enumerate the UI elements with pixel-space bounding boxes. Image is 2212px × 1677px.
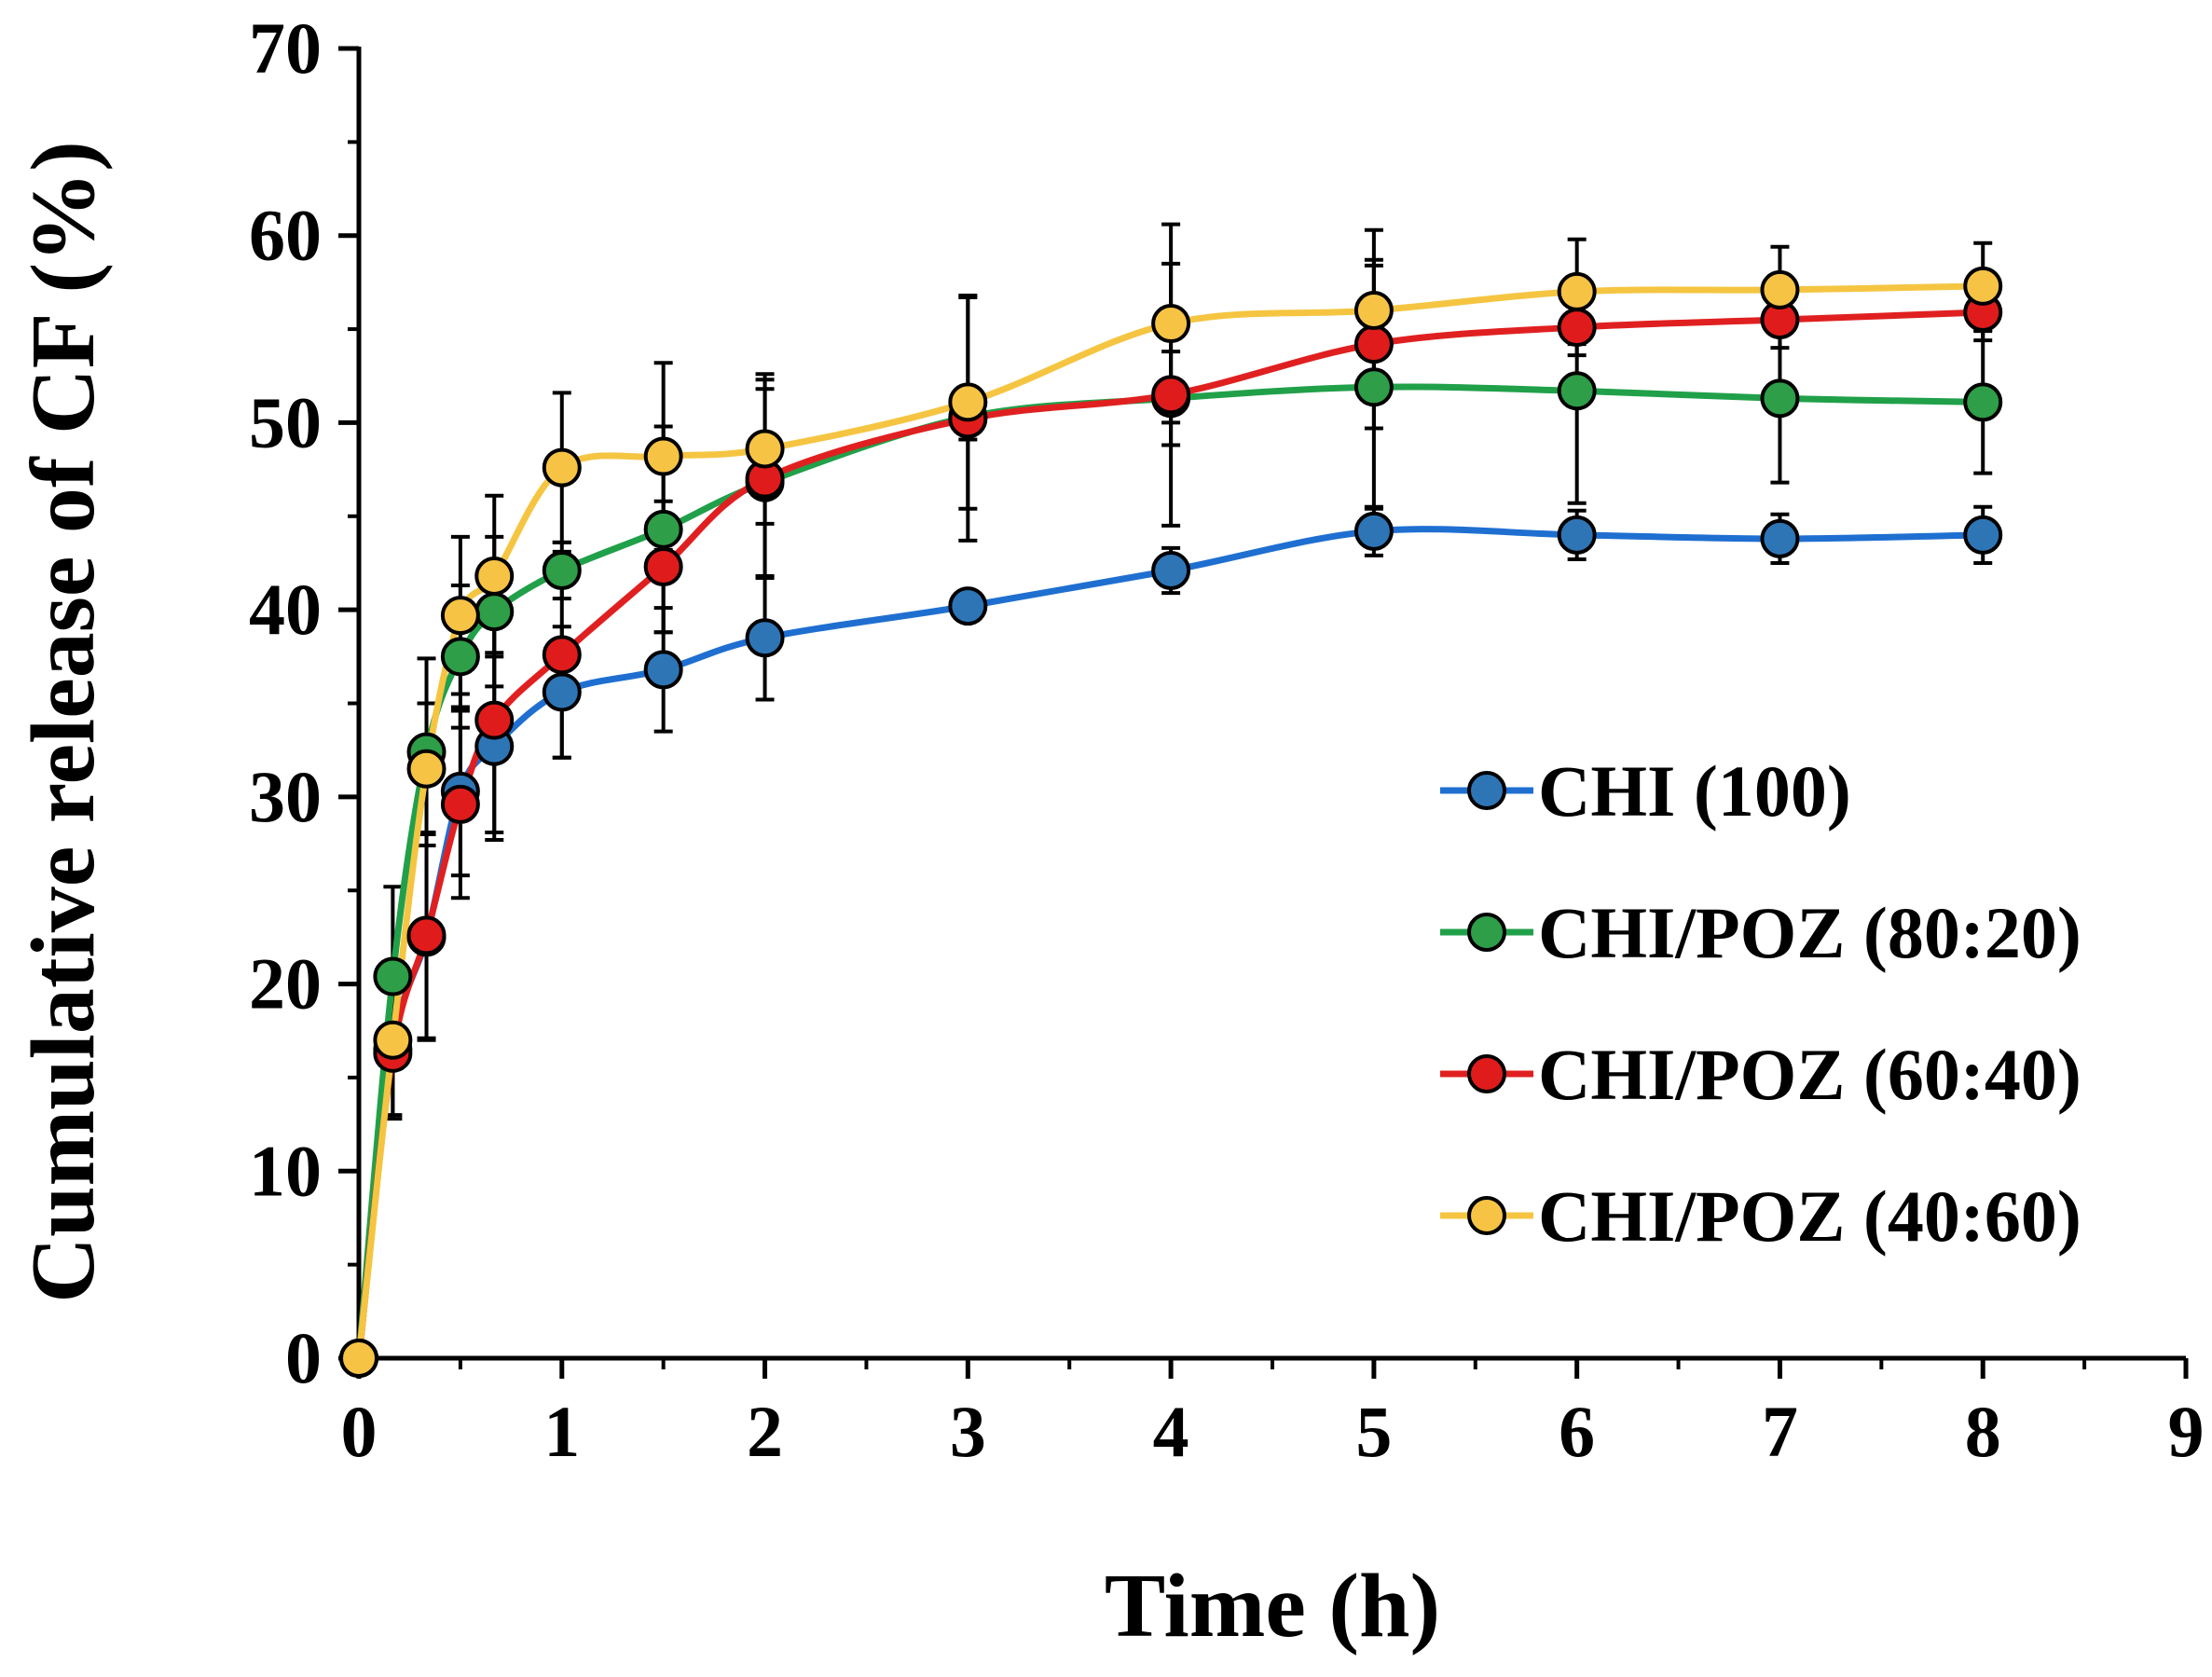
y-tick-label: 60: [249, 195, 322, 276]
x-tick-label: 2: [747, 1391, 783, 1472]
data-point: [542, 550, 582, 590]
data-point: [1963, 266, 2003, 306]
data-point: [406, 915, 447, 955]
data-point: [474, 557, 515, 597]
data-point: [440, 596, 480, 636]
legend-swatch-marker: [1467, 771, 1506, 810]
y-tick-label: 50: [249, 381, 322, 462]
data-point: [542, 447, 582, 488]
y-tick-label: 70: [249, 7, 322, 89]
x-tick-label: 0: [341, 1391, 378, 1472]
data-point: [440, 637, 480, 677]
data-point: [474, 592, 515, 632]
y-tick-label: 20: [249, 943, 322, 1024]
data-point: [948, 586, 988, 626]
data-point: [1353, 511, 1394, 551]
data-point: [1151, 550, 1191, 590]
axes: 0 10 20 30 40 50 60 70 0 1 2 3 4 5 6 7 8 9: [249, 7, 2205, 1472]
data-point: [745, 618, 785, 658]
data-point: [643, 436, 683, 476]
y-tick-label: 40: [249, 569, 322, 650]
legend-item: CHI (100): [1440, 750, 1851, 832]
legend-label: CHI/POZ (80:20): [1538, 892, 2081, 973]
x-tick-label: 6: [1559, 1391, 1595, 1472]
legend-swatch-marker: [1467, 1054, 1506, 1093]
data-point: [339, 1339, 378, 1378]
legend-swatch-marker: [1467, 913, 1506, 952]
data-point: [643, 546, 683, 586]
x-tick-label: 1: [543, 1391, 580, 1472]
x-tick-label: 4: [1153, 1391, 1189, 1472]
data-point: [1557, 371, 1597, 411]
data-point: [1353, 367, 1394, 407]
data-point: [406, 749, 447, 789]
data-point: [1151, 375, 1191, 415]
data-point: [1557, 308, 1597, 348]
legend-label: CHI (100): [1538, 750, 1851, 832]
legend-label: CHI/POZ (60:40): [1538, 1034, 2081, 1115]
y-tick-label: 30: [249, 756, 322, 837]
data-point: [440, 784, 480, 824]
data-point: [1353, 324, 1394, 364]
data-point: [1557, 271, 1597, 311]
legend-swatch-marker: [1467, 1196, 1506, 1235]
data-point: [542, 672, 582, 712]
data-point: [745, 429, 785, 469]
data-point: [373, 1020, 413, 1060]
x-tick-label: 7: [1762, 1391, 1798, 1472]
data-point: [1557, 515, 1597, 555]
legend-item: CHI/POZ (40:60): [1440, 1175, 2081, 1257]
x-tick-label: 9: [2168, 1391, 2205, 1472]
legend: CHI (100) CHI/POZ (80:20) CHI/POZ (60:40) C…: [1440, 750, 2081, 1257]
y-tick-label: 10: [249, 1130, 322, 1211]
legend-item: CHI/POZ (60:40): [1440, 1034, 2081, 1115]
x-tick-label: 3: [950, 1391, 986, 1472]
data-point: [542, 635, 582, 675]
data-point: [1151, 304, 1191, 344]
x-axis-title: Time (h): [1105, 1556, 1440, 1656]
data-point: [1760, 269, 1800, 309]
data-point: [1963, 515, 2003, 555]
error-bars: [383, 222, 1993, 1121]
data-point: [1963, 382, 2003, 422]
series-markers: [339, 266, 2003, 1378]
data-point: [373, 956, 413, 997]
data-point: [643, 509, 683, 549]
data-point: [948, 382, 988, 422]
data-point: [1353, 291, 1394, 330]
legend-item: CHI/POZ (80:20): [1440, 892, 2081, 973]
legend-label: CHI/POZ (40:60): [1538, 1175, 2081, 1257]
x-tick-label: 8: [1965, 1391, 2001, 1472]
x-tick-label: 5: [1355, 1391, 1392, 1472]
data-point: [1760, 518, 1800, 558]
y-axis-title: Cumulative release of CF (%): [13, 141, 114, 1303]
data-point: [1760, 378, 1800, 419]
data-point: [474, 700, 515, 740]
data-point: [643, 650, 683, 690]
y-tick-label: 0: [285, 1317, 322, 1398]
